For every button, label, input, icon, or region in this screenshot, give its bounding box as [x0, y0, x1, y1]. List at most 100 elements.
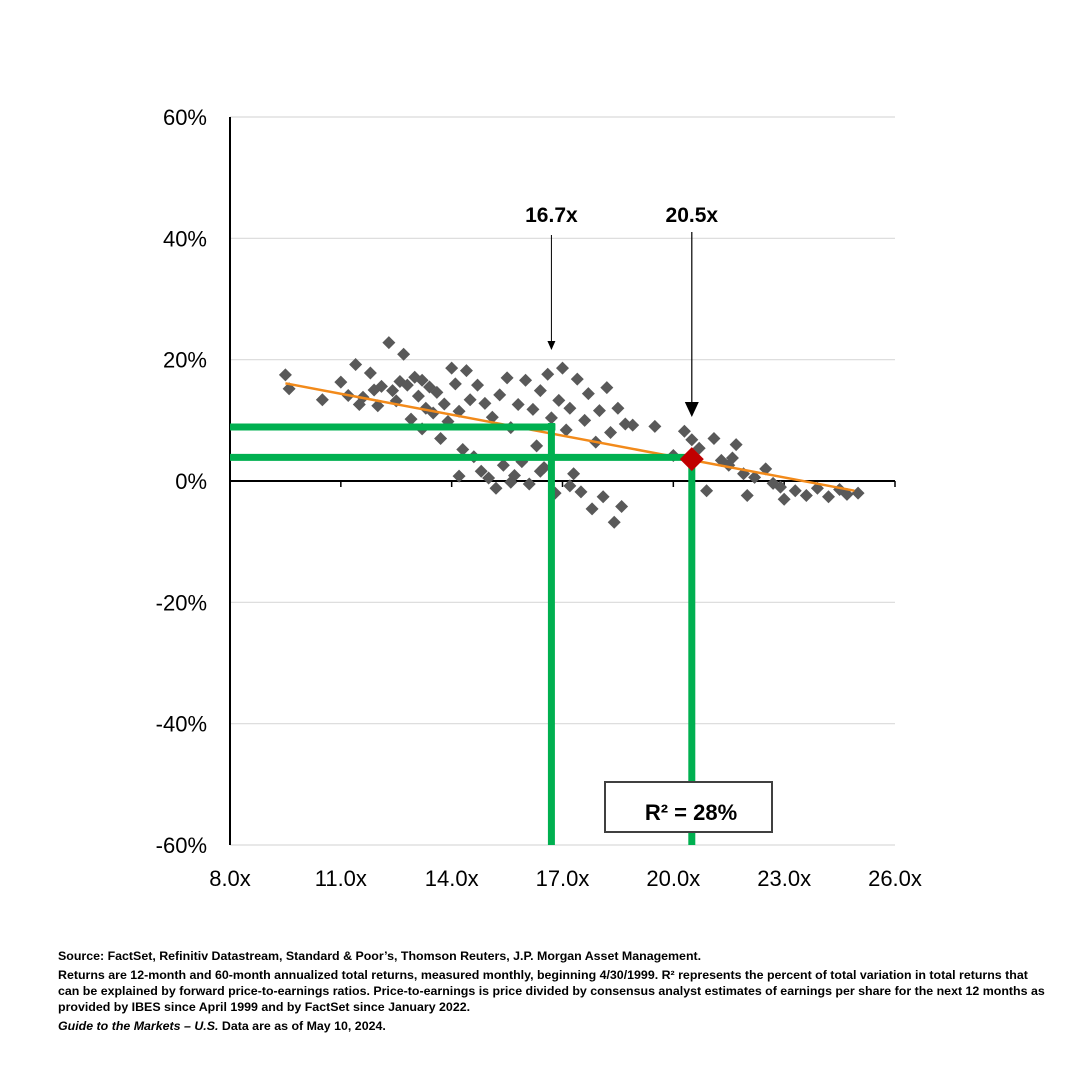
data-point: [452, 469, 466, 483]
data-point: [500, 371, 514, 385]
data-point: [352, 398, 366, 412]
gridlines: [230, 116, 895, 846]
data-point: [474, 464, 488, 478]
data-point: [851, 486, 865, 500]
description-note: Returns are 12-month and 60-month annual…: [58, 968, 1045, 1014]
r-squared-box: R² = 28%: [604, 781, 773, 833]
data-point: [777, 492, 791, 506]
x-tick-label: 11.0x: [315, 866, 367, 891]
data-point: [585, 502, 599, 516]
x-tick-label: 14.0x: [425, 866, 479, 891]
scatter-chart: 60% 40% 20% 0% -20% -40% -60% 8.0x 11.0x 14.0x 17…: [156, 105, 922, 891]
y-tick-label: -40%: [156, 712, 207, 737]
data-point: [626, 418, 640, 432]
x-tick-label: 23.0x: [757, 866, 811, 891]
x-tick-label: 20.0x: [646, 866, 700, 891]
data-point: [559, 423, 573, 437]
data-point: [349, 358, 363, 372]
date-note: Guide to the Markets – U.S. Data are as …: [58, 1018, 1048, 1034]
data-point: [615, 499, 629, 513]
data-points: [278, 336, 865, 529]
data-point: [533, 384, 547, 398]
data-point: [526, 402, 540, 416]
data-point: [404, 412, 418, 426]
data-point: [382, 336, 396, 350]
data-point: [511, 398, 525, 412]
y-tick-label: -60%: [156, 833, 207, 858]
data-point: [607, 515, 621, 529]
y-tick-label: 40%: [163, 226, 207, 251]
data-point: [437, 397, 451, 411]
data-point: [600, 381, 614, 395]
data-point: [541, 367, 555, 381]
data-point: [397, 347, 411, 361]
data-point: [519, 373, 533, 387]
annotation-label: 16.7x: [525, 204, 578, 227]
data-point: [411, 389, 425, 403]
data-point: [725, 451, 739, 465]
data-point: [482, 471, 496, 485]
trendline: [285, 382, 855, 492]
data-point: [567, 467, 581, 481]
annotation-arrowhead: [547, 341, 556, 350]
data-point: [334, 375, 348, 389]
y-tick-label: 0%: [175, 469, 207, 494]
annotation-arrowhead: [684, 402, 699, 417]
data-point: [578, 413, 592, 427]
data-point: [611, 401, 625, 415]
data-point: [570, 372, 584, 386]
data-point: [445, 361, 459, 375]
data-point: [648, 419, 662, 433]
footnotes: Source: FactSet, Refinitiv Datastream, S…: [58, 948, 1048, 1037]
data-point: [386, 384, 400, 398]
y-tick-label: 60%: [163, 105, 207, 130]
data-point: [563, 401, 577, 415]
data-point: [581, 387, 595, 401]
data-point: [563, 479, 577, 493]
data-point: [522, 477, 536, 491]
data-point: [489, 481, 503, 495]
data-point: [700, 484, 714, 498]
x-tick-labels: 8.0x 11.0x 14.0x 17.0x 20.0x 23.0x 26.0x: [209, 481, 922, 891]
data-point: [740, 489, 754, 503]
data-point: [448, 377, 462, 391]
data-point: [799, 489, 813, 503]
data-point: [430, 385, 444, 399]
data-point: [822, 490, 835, 504]
y-tick-labels: 60% 40% 20% 0% -20% -40% -60%: [156, 105, 207, 858]
y-tick-label: -20%: [156, 590, 207, 615]
data-point: [478, 396, 492, 410]
data-point: [504, 475, 518, 489]
x-tick-label: 8.0x: [209, 866, 251, 891]
annotations: 16.7x 20.5x: [525, 204, 718, 417]
data-point: [374, 379, 388, 393]
highlight-point: [679, 447, 704, 472]
data-point: [363, 366, 377, 380]
annotation-label: 20.5x: [666, 204, 719, 227]
data-point: [685, 433, 699, 447]
data-point: [604, 425, 618, 439]
data-point: [415, 373, 429, 387]
r-squared-label: R² = 28%: [645, 800, 737, 825]
data-point: [278, 368, 292, 382]
data-point: [677, 424, 691, 438]
trendline-group: [285, 382, 855, 492]
data-point: [434, 432, 448, 446]
data-point: [459, 364, 473, 378]
source-note: Source: FactSet, Refinitiv Datastream, S…: [58, 949, 702, 963]
data-point: [592, 404, 606, 418]
data-point: [748, 470, 762, 484]
data-point: [544, 411, 558, 425]
data-point: [596, 490, 610, 504]
data-point: [729, 438, 743, 452]
data-date: Data are as of May 10, 2024.: [218, 1019, 386, 1033]
data-point: [493, 388, 507, 402]
highlight-group: [679, 447, 704, 472]
y-tick-label: 20%: [163, 348, 207, 373]
reference-lines: [230, 423, 696, 845]
guide-title: Guide to the Markets – U.S.: [58, 1019, 219, 1033]
data-point: [574, 485, 588, 499]
x-tick-label: 17.0x: [536, 866, 590, 891]
data-point: [552, 393, 566, 407]
data-point: [556, 361, 569, 375]
